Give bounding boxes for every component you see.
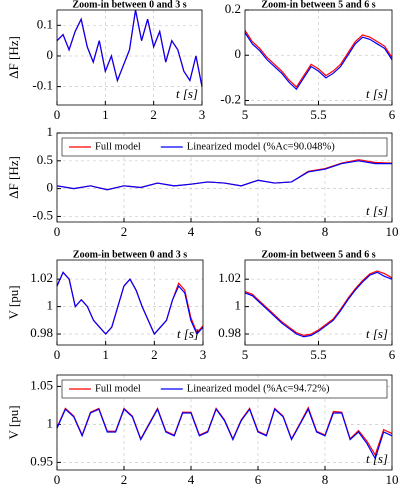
x-tick-label: 10 [386, 224, 399, 239]
subplot: 0.98 1 1.02 5 5.5 6 Zoom-in between 5 and 6 s t… [218, 249, 396, 362]
x-tick-label: 5.5 [310, 347, 326, 362]
plot-area [57, 260, 203, 345]
legend-box [61, 379, 388, 399]
x-tick-label: 8 [322, 472, 329, 487]
x-tick-label: 1 [102, 107, 109, 122]
y-tick-label: 0.95 [30, 453, 53, 468]
legend-label: Linearized model (%Ac=90.048%) [187, 141, 335, 152]
y-tick-label: -0.2 [220, 91, 241, 106]
x-axis-label: t [s] [366, 451, 388, 466]
x-tick-label: 5 [242, 107, 249, 122]
y-tick-label: 1.02 [30, 270, 53, 285]
y-tick-label: 0.1 [37, 16, 53, 31]
legend-box [61, 137, 388, 157]
x-tick-label: 3 [199, 107, 206, 122]
x-tick-label: 5 [242, 347, 249, 362]
subplot: 0.95 1 1.05 0 2 4 6 8 10 t [s] V [pu] Full model Lin… [6, 374, 399, 487]
x-tick-label: 5.5 [310, 107, 326, 122]
x-tick-label: 4 [188, 224, 195, 239]
y-tick-label: 0.98 [30, 325, 53, 340]
axes-frame [56, 9, 203, 106]
x-tick-label: 6 [389, 107, 396, 122]
series-line [56, 160, 392, 191]
x-tick-label: 2 [121, 472, 128, 487]
axes-frame [244, 9, 393, 106]
y-tick-label: 1 [235, 298, 242, 313]
series-line [244, 271, 393, 338]
series-line [56, 271, 204, 336]
subplot-title: Zoom-in between 0 and 3 s [73, 249, 187, 260]
y-axis-label: ΔF [Hz] [6, 156, 21, 199]
y-tick-label: 1 [47, 298, 54, 313]
x-tick-label: 6 [255, 224, 262, 239]
x-tick-label: 8 [322, 224, 329, 239]
y-tick-label: 0.98 [218, 325, 241, 340]
subplot-title: Zoom-in between 5 and 6 s [261, 249, 375, 260]
x-axis-label: t [s] [176, 86, 198, 101]
x-tick-label: 10 [386, 472, 399, 487]
y-tick-label: 0 [47, 180, 54, 195]
y-tick-label: -0.1 [32, 78, 53, 93]
x-tick-label: 0 [54, 107, 61, 122]
x-axis-label: t [s] [366, 326, 388, 341]
legend: Full model Linearized model (%Ac=94.72%) [61, 379, 388, 399]
subplot: 0.98 1 1.02 0 1 2 3 Zoom-in between 0 and 3 s t … [6, 249, 206, 362]
y-tick-label: 1.05 [30, 377, 53, 392]
x-tick-label: 4 [188, 472, 195, 487]
subplot-title: Zoom-in between 5 and 6 s [261, 0, 375, 10]
y-tick-label: 1.02 [218, 270, 241, 285]
subplot-title: Zoom-in between 0 and 3 s [72, 0, 186, 10]
x-axis-label: t [s] [177, 326, 199, 341]
legend-label: Full model [95, 141, 141, 152]
legend-label: Full model [95, 383, 141, 394]
legend: Full model Linearized model (%Ac=90.048%) [61, 137, 388, 157]
y-axis-label: V [pu] [6, 285, 21, 319]
series-line [56, 407, 393, 461]
subplot: -0.500.510 2 4 6 8 10t [s]ΔF [Hz]Full model Li… [6, 124, 399, 239]
y-tick-label: 0 [47, 47, 54, 62]
x-tick-label: 2 [151, 347, 158, 362]
plot-area [57, 10, 202, 105]
y-tick-label: 0 [235, 46, 242, 61]
axes-frame [56, 374, 393, 471]
series-line [244, 32, 393, 91]
y-tick-label: 0.5 [37, 152, 53, 167]
legend-label: Linearized model (%Ac=94.72%) [187, 383, 330, 394]
x-tick-label: 0 [54, 347, 61, 362]
x-tick-label: 2 [121, 224, 128, 239]
y-axis-label: ΔF [Hz] [6, 36, 21, 79]
series-line [244, 270, 393, 337]
x-tick-label: 3 [200, 347, 207, 362]
y-axis-label: V [pu] [6, 405, 21, 439]
x-tick-label: 1 [102, 347, 109, 362]
axes-frame [56, 132, 393, 223]
y-tick-label: 1 [47, 415, 54, 430]
x-tick-label: 0 [54, 224, 61, 239]
axes-frame [56, 259, 204, 346]
y-tick-label: -0.5 [32, 207, 53, 222]
x-tick-label: 0 [54, 472, 61, 487]
y-tick-label: 1 [47, 124, 54, 139]
axes-frame [244, 259, 393, 346]
x-tick-label: 6 [389, 347, 396, 362]
x-tick-label: 6 [255, 472, 262, 487]
x-axis-label: t [s] [366, 203, 388, 218]
x-axis-label: t [s] [366, 86, 388, 101]
y-tick-label: 0.2 [225, 1, 241, 16]
subplot: -0.2 0 0.2 5 5.5 6 Zoom-in between 5 and 6 s t … [220, 0, 395, 122]
series-line [56, 9, 203, 87]
x-tick-label: 2 [150, 107, 157, 122]
series-line [244, 30, 393, 88]
